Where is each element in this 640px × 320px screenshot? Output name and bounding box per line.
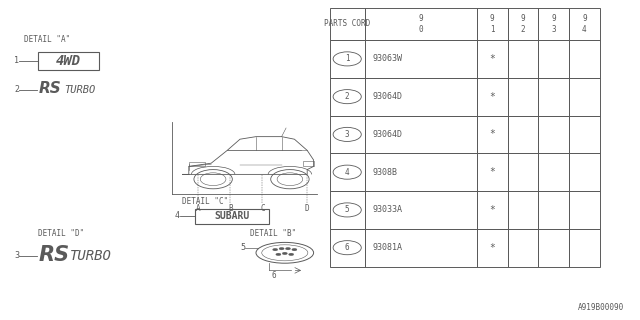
Bar (538, 8, 569, 40)
Text: DETAIL "B": DETAIL "B" (250, 229, 296, 238)
Bar (38, 52, 99, 69)
Circle shape (273, 248, 278, 251)
Text: B: B (228, 204, 233, 213)
Text: C: C (260, 204, 265, 213)
Text: 93033A: 93033A (372, 205, 403, 214)
Bar (569, 78, 600, 116)
Bar (477, 8, 508, 40)
Bar (330, 116, 365, 153)
Text: 9
3: 9 3 (551, 14, 556, 34)
Text: 3: 3 (345, 130, 349, 139)
Bar (477, 229, 508, 267)
Text: *: * (489, 92, 495, 102)
Text: 3: 3 (14, 252, 19, 260)
Bar (569, 40, 600, 78)
Text: 5: 5 (240, 244, 245, 252)
Text: RS: RS (38, 82, 61, 96)
Bar (303, 161, 314, 166)
Circle shape (285, 247, 291, 250)
Bar (477, 78, 508, 116)
Bar (508, 191, 538, 229)
Text: 93064D: 93064D (372, 130, 403, 139)
Bar (365, 229, 477, 267)
Bar (330, 40, 365, 78)
Bar (538, 78, 569, 116)
Bar (569, 153, 600, 191)
Bar (569, 116, 600, 153)
Text: 6: 6 (345, 243, 349, 252)
Bar (477, 40, 508, 78)
Text: TURBO: TURBO (64, 84, 95, 95)
Text: *: * (489, 205, 495, 215)
Text: 9
0: 9 0 (419, 14, 423, 34)
Bar (508, 78, 538, 116)
Bar (330, 191, 365, 229)
Bar (538, 191, 569, 229)
Bar (569, 8, 600, 40)
Circle shape (279, 247, 284, 250)
Bar (365, 153, 477, 191)
Text: DETAIL "C": DETAIL "C" (182, 197, 228, 206)
Text: *: * (489, 167, 495, 177)
Bar (538, 116, 569, 153)
Text: A919B00090: A919B00090 (578, 303, 624, 312)
Circle shape (289, 253, 294, 256)
Bar (195, 209, 269, 224)
Bar (477, 153, 508, 191)
Text: 93081A: 93081A (372, 243, 403, 252)
Bar (508, 8, 538, 40)
Text: RS: RS (38, 245, 70, 265)
Text: 9
4: 9 4 (582, 14, 587, 34)
Circle shape (292, 248, 297, 251)
Bar (330, 153, 365, 191)
Bar (538, 40, 569, 78)
Text: 1: 1 (345, 54, 349, 63)
Bar (365, 191, 477, 229)
Bar (569, 191, 600, 229)
Text: TURBO: TURBO (70, 249, 112, 263)
Bar (330, 229, 365, 267)
Text: 2: 2 (14, 85, 19, 94)
Bar (477, 191, 508, 229)
Circle shape (282, 252, 287, 255)
Bar (330, 78, 365, 116)
Text: 93064D: 93064D (372, 92, 403, 101)
Bar (508, 229, 538, 267)
Text: 9
1: 9 1 (490, 14, 495, 34)
Bar (365, 78, 477, 116)
Bar (538, 229, 569, 267)
Text: 93063W: 93063W (372, 54, 403, 63)
Text: DETAIL "D": DETAIL "D" (38, 229, 84, 238)
Bar (508, 116, 538, 153)
Text: 1: 1 (14, 56, 19, 65)
Text: D: D (305, 204, 310, 213)
Bar (508, 153, 538, 191)
Circle shape (276, 253, 281, 256)
Text: *: * (489, 54, 495, 64)
Text: *: * (489, 243, 495, 253)
Text: 4: 4 (174, 212, 179, 220)
Text: DETAIL "A": DETAIL "A" (24, 36, 70, 44)
Text: 9
2: 9 2 (520, 14, 525, 34)
Text: PARTS CORD: PARTS CORD (324, 20, 371, 28)
Text: 5: 5 (345, 205, 349, 214)
Bar (365, 8, 477, 40)
Bar (330, 8, 365, 40)
Text: *: * (489, 129, 495, 140)
Text: 4: 4 (345, 168, 349, 177)
Text: 6: 6 (272, 271, 276, 280)
Bar (189, 162, 205, 166)
Text: A: A (196, 204, 201, 213)
Text: SUBARU: SUBARU (214, 211, 250, 221)
Text: 9308B: 9308B (372, 168, 397, 177)
Text: 4WD: 4WD (56, 54, 81, 68)
Bar (365, 40, 477, 78)
Bar (508, 40, 538, 78)
Bar (365, 116, 477, 153)
Bar (538, 153, 569, 191)
Bar (477, 116, 508, 153)
Text: 2: 2 (345, 92, 349, 101)
Bar (569, 229, 600, 267)
